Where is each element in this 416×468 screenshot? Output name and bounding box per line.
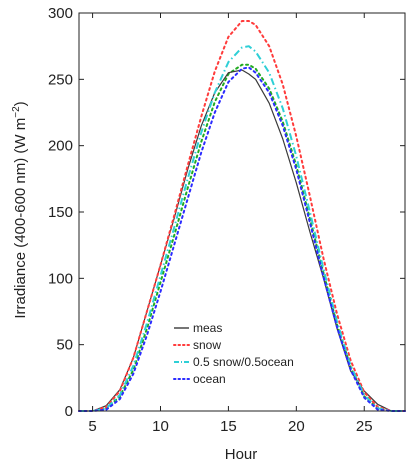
y-tick-label: 0 <box>65 403 73 420</box>
y-tick-label: 300 <box>48 5 73 22</box>
x-tick-label: 25 <box>356 418 373 435</box>
y-tick-label: 100 <box>48 270 73 287</box>
x-tick-label: 10 <box>152 418 169 435</box>
y-axis-title-superscript: −2 <box>11 106 22 118</box>
y-tick-label: 150 <box>48 204 73 221</box>
y-axis-title-main: Irradiance (400-600 nm) (W m <box>12 118 29 319</box>
x-tick-label: 20 <box>288 418 305 435</box>
y-tick-label: 50 <box>56 337 73 354</box>
x-tick-label: 15 <box>220 418 237 435</box>
series-line-0-5-snow-0-5ocean <box>79 45 405 412</box>
legend-label: meas <box>193 321 222 335</box>
x-axis-title: Hour <box>225 446 258 463</box>
y-tick-label: 200 <box>48 138 73 155</box>
plot-area <box>79 13 405 411</box>
y-tick-label: 250 <box>48 71 73 88</box>
legend-label: ocean <box>193 372 226 386</box>
legend: meas snow 0.5 snow/0.5ocean ocean <box>173 321 294 386</box>
series-line-green-dotted <box>78 63 406 412</box>
plot-background <box>79 13 405 411</box>
series-line-ocean <box>78 66 406 412</box>
legend-label: 0.5 snow/0.5ocean <box>193 355 294 369</box>
y-axis-title: Irradiance (400-600 nm) (W m−2) <box>11 101 29 318</box>
series-lines <box>78 20 406 412</box>
series-line-snow <box>78 20 406 412</box>
x-tick-label: 5 <box>88 418 96 435</box>
y-axis-title-close: ) <box>12 101 29 106</box>
legend-label: snow <box>193 338 221 352</box>
